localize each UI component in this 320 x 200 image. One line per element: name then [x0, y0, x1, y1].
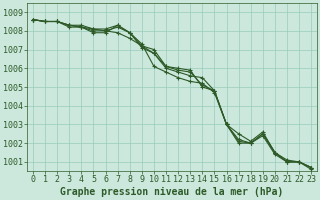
X-axis label: Graphe pression niveau de la mer (hPa): Graphe pression niveau de la mer (hPa) [60, 187, 284, 197]
